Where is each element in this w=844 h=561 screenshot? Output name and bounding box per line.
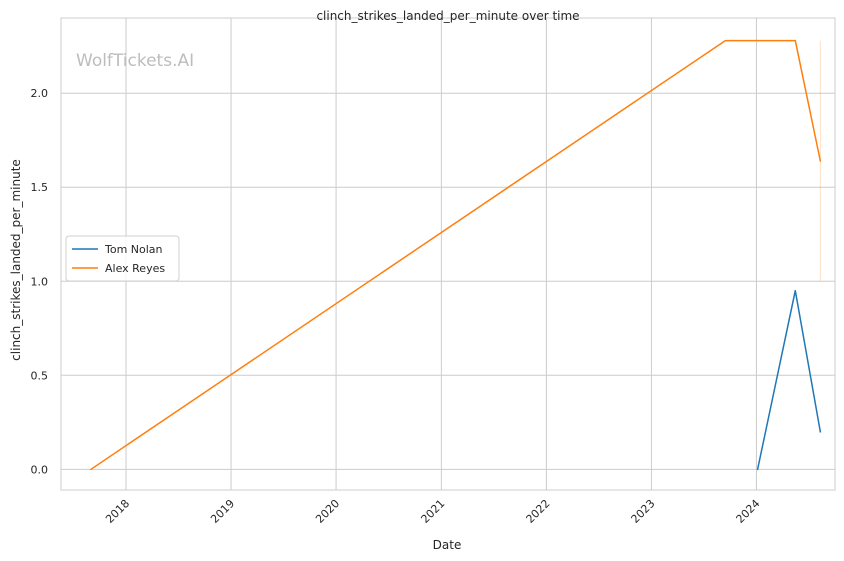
legend: Tom Nolan Alex Reyes — [65, 235, 180, 282]
legend-label: Alex Reyes — [105, 262, 165, 275]
legend-entries: Tom Nolan Alex Reyes — [72, 243, 165, 275]
y-axis-title: clinch_strikes_landed_per_minute — [9, 159, 23, 361]
grid — [61, 18, 835, 490]
watermark-text: WolfTickets.AI — [76, 51, 194, 71]
y-axis-ticks: 0.0 0.5 1.0 1.5 2.0 — [31, 87, 49, 476]
y-tick-label: 2.0 — [31, 87, 49, 100]
legend-label: Tom Nolan — [104, 243, 163, 256]
chart-title: clinch_strikes_landed_per_minute over ti… — [316, 9, 579, 23]
series-lines — [89, 39, 822, 471]
y-tick-label: 0.0 — [31, 463, 49, 476]
series-line-alex-reyes — [89, 39, 822, 471]
series-line-tom-nolan — [756, 289, 822, 471]
y-tick-label: 1.5 — [31, 181, 49, 194]
y-tick-label: 0.5 — [31, 369, 49, 382]
y-tick-label: 1.0 — [31, 275, 49, 288]
x-axis-title: Date — [433, 538, 462, 552]
plot-frame — [60, 17, 836, 491]
legend-box — [65, 235, 180, 282]
